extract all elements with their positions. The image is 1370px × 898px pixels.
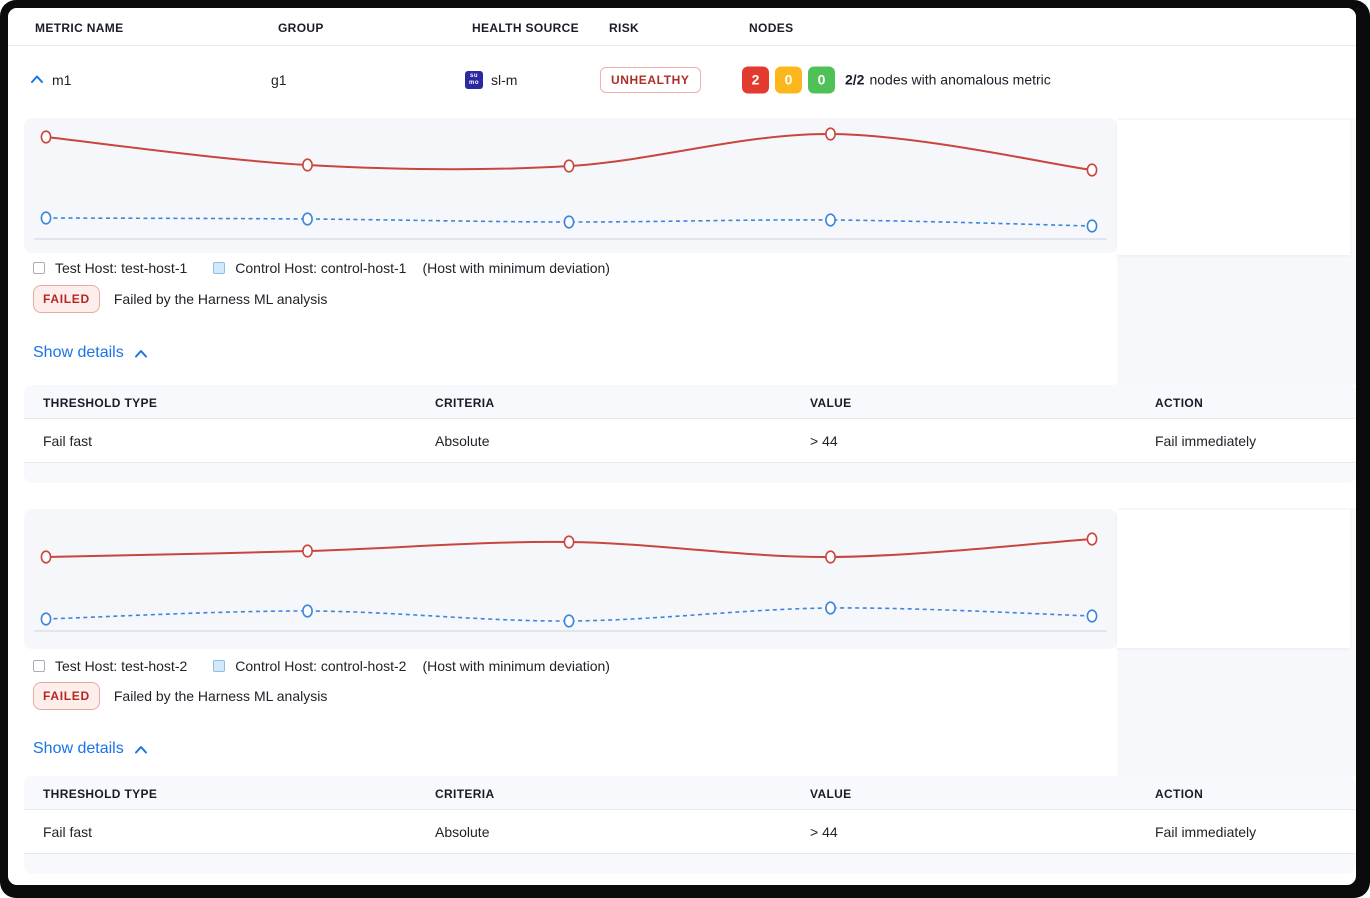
node-analysis-section-1: Test Host: test-host-1 Control Host: con…	[8, 113, 1356, 483]
column-metric-name: METRIC NAME	[35, 21, 124, 35]
threshold-table-1: THRESHOLD TYPE CRITERIA VALUE ACTION Fai…	[24, 385, 1356, 483]
group-value: g1	[271, 71, 287, 88]
column-risk: RISK	[609, 21, 640, 35]
show-details-label: Show details	[33, 344, 124, 361]
threshold-table-footer	[24, 463, 1356, 483]
legend-control-host[interactable]: Control Host: control-host-1 (Host with …	[213, 260, 610, 276]
header-action: ACTION	[1155, 396, 1204, 410]
header-threshold-type: THRESHOLD TYPE	[43, 787, 158, 801]
control-host-legend-note: (Host with minimum deviation)	[422, 658, 610, 674]
show-details-toggle-1[interactable]: Show details	[33, 344, 148, 362]
metric-timeseries-chart-node-2[interactable]	[24, 509, 1117, 649]
collapse-chevron-icon[interactable]	[29, 72, 45, 88]
cell-threshold-type: Fail fast	[43, 824, 93, 840]
legend-control-host[interactable]: Control Host: control-host-2 (Host with …	[213, 658, 610, 674]
verdict-row-2: FAILED Failed by the Harness ML analysis	[33, 682, 327, 710]
show-details-label: Show details	[33, 740, 124, 757]
metric-timeseries-chart-node-1[interactable]	[24, 118, 1117, 253]
verdict-message: Failed by the Harness ML analysis	[113, 291, 328, 307]
metric-name-cell: m1	[29, 72, 71, 88]
column-nodes: NODES	[749, 21, 794, 35]
control-host-legend-note: (Host with minimum deviation)	[422, 260, 610, 276]
nodes-cell: 2 0 0 2/2 nodes with anomalous metric	[742, 66, 1051, 93]
control-host-legend-checkbox-icon[interactable]	[213, 262, 226, 274]
show-details-toggle-2[interactable]: Show details	[33, 740, 148, 758]
metric-chart-card-1	[24, 118, 1117, 253]
test-host-legend-checkbox-icon[interactable]	[33, 262, 45, 274]
chevron-up-icon	[134, 349, 147, 357]
header-value: VALUE	[810, 396, 852, 410]
control-host-legend-checkbox-icon[interactable]	[213, 660, 226, 672]
cell-value: > 44	[810, 824, 838, 840]
test-host-legend-label: Test Host: test-host-2	[55, 658, 188, 674]
nodes-summary-text: nodes with anomalous metric	[869, 71, 1051, 88]
control-host-legend-label: Control Host: control-host-2	[235, 658, 407, 674]
anomalous-node-count-badge: 2	[742, 66, 769, 93]
test-host-legend-label: Test Host: test-host-1	[55, 260, 188, 276]
cell-criteria: Absolute	[435, 433, 490, 449]
threshold-table-2: THRESHOLD TYPE CRITERIA VALUE ACTION Fai…	[24, 776, 1356, 874]
risk-status-badge: UNHEALTHY	[600, 66, 701, 93]
test-host-legend-checkbox-icon[interactable]	[33, 660, 45, 672]
node-detail-panel-1	[1117, 120, 1350, 255]
failed-status-badge: FAILED	[33, 285, 100, 313]
sumologic-icon: su mo	[465, 70, 483, 89]
header-criteria: CRITERIA	[435, 787, 495, 801]
threshold-table-header: THRESHOLD TYPE CRITERIA VALUE ACTION	[24, 385, 1356, 419]
node-count-badges: 2 0 0	[742, 66, 835, 93]
metric-chart-card-2	[24, 509, 1117, 649]
column-health-source: HEALTH SOURCE	[472, 21, 579, 35]
health-source-cell: su mo sl-m	[465, 70, 518, 89]
cell-criteria: Absolute	[435, 824, 490, 840]
failed-status-badge: FAILED	[33, 682, 100, 710]
cell-action: Fail immediately	[1155, 824, 1257, 840]
chart-legend-1: Test Host: test-host-1 Control Host: con…	[33, 260, 610, 276]
cell-action: Fail immediately	[1155, 433, 1257, 449]
sumologic-icon-text-bottom: mo	[469, 79, 479, 86]
warning-node-count-badge: 0	[775, 66, 802, 93]
header-value: VALUE	[810, 787, 852, 801]
metrics-table-header: METRIC NAME GROUP HEALTH SOURCE RISK NOD…	[8, 8, 1356, 46]
header-threshold-type: THRESHOLD TYPE	[43, 396, 158, 410]
control-host-legend-label: Control Host: control-host-1	[235, 260, 407, 276]
legend-test-host[interactable]: Test Host: test-host-2	[33, 658, 187, 674]
verdict-row-1: FAILED Failed by the Harness ML analysis	[33, 285, 327, 313]
column-group: GROUP	[278, 21, 324, 35]
group-cell: g1	[271, 72, 287, 88]
threshold-table-row: Fail fast Absolute > 44 Fail immediately	[24, 810, 1356, 854]
metric-row-m1[interactable]: m1 g1 su mo sl-m UNHEALTHY 2 0 0	[8, 46, 1356, 113]
header-criteria: CRITERIA	[435, 396, 495, 410]
cell-threshold-type: Fail fast	[43, 433, 93, 449]
metric-name-value: m1	[52, 71, 72, 88]
legend-test-host[interactable]: Test Host: test-host-1	[33, 260, 187, 276]
threshold-table-header: THRESHOLD TYPE CRITERIA VALUE ACTION	[24, 776, 1356, 810]
header-action: ACTION	[1155, 787, 1204, 801]
nodes-summary: 2/2 nodes with anomalous metric	[845, 72, 1051, 88]
node-detail-panel-2	[1117, 510, 1350, 648]
node-analysis-section-2: Test Host: test-host-2 Control Host: con…	[8, 508, 1356, 876]
metrics-analysis-panel: METRIC NAME GROUP HEALTH SOURCE RISK NOD…	[8, 8, 1356, 885]
verdict-message: Failed by the Harness ML analysis	[113, 688, 328, 704]
threshold-table-row: Fail fast Absolute > 44 Fail immediately	[24, 419, 1356, 463]
chevron-up-icon	[134, 745, 147, 753]
nodes-ratio: 2/2	[845, 71, 865, 88]
sumologic-icon-text-top: su	[469, 72, 478, 79]
cell-value: > 44	[810, 433, 838, 449]
chart-legend-2: Test Host: test-host-2 Control Host: con…	[33, 658, 610, 674]
health-source-value: sl-m	[491, 71, 518, 88]
threshold-table-footer	[24, 854, 1356, 874]
risk-cell: UNHEALTHY	[600, 66, 701, 93]
healthy-node-count-badge: 0	[808, 66, 835, 93]
